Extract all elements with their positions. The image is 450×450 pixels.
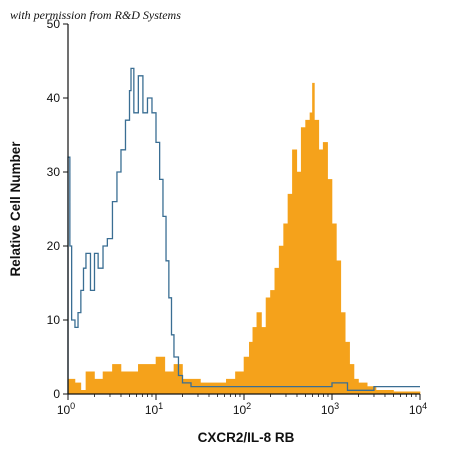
- x-tick-base: 10: [409, 403, 423, 417]
- plot-area: [67, 67, 421, 395]
- y-tick-label: 10: [47, 313, 61, 327]
- axes: [67, 24, 420, 395]
- credit-caption: with permission from R&D Systems: [10, 8, 181, 22]
- x-tick-exponent: 4: [422, 401, 427, 411]
- x-tick-exponent: 2: [246, 401, 251, 411]
- x-tick-exponent: 3: [334, 401, 339, 411]
- x-tick-base: 10: [233, 403, 247, 417]
- x-tick-label: 102: [233, 401, 251, 417]
- x-tick-label: 101: [145, 401, 163, 417]
- filled-histogram-series: [67, 82, 421, 395]
- x-axis-title: CXCR2/IL-8 RB: [198, 430, 295, 445]
- x-tick-label: 103: [321, 401, 339, 417]
- x-tick-base: 10: [321, 403, 335, 417]
- y-axis-title: Relative Cell Number: [8, 141, 23, 277]
- x-tick-exponent: 0: [70, 401, 75, 411]
- y-tick-label: 40: [47, 91, 61, 105]
- x-tick-base: 10: [57, 403, 71, 417]
- outline-histogram-series: [67, 67, 420, 394]
- x-tick-label: 100: [57, 401, 75, 417]
- x-tick-base: 10: [145, 403, 159, 417]
- x-tick-label: 104: [409, 401, 427, 417]
- y-tick-label: 50: [47, 17, 61, 31]
- x-tick-exponent: 1: [158, 401, 163, 411]
- y-tick-label: 30: [47, 165, 61, 179]
- y-tick-label: 20: [47, 239, 61, 253]
- y-tick-label: 0: [53, 387, 60, 401]
